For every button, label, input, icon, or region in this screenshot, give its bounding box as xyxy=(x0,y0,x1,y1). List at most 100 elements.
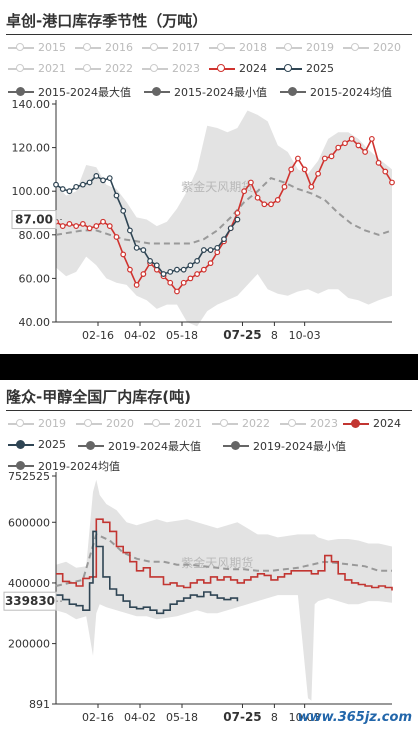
x-tick-label: 04-02 xyxy=(124,329,156,342)
legend-item[interactable]: 2024 xyxy=(209,62,267,75)
legend-item[interactable]: 2019 xyxy=(8,417,66,430)
legend-item[interactable]: 2019-2024均值 xyxy=(8,458,120,474)
legend-marker-icon xyxy=(343,418,369,429)
series-point xyxy=(194,271,201,277)
site-watermark: www.365jz.com xyxy=(297,710,412,725)
pointer-badge xyxy=(3,591,57,611)
series-point xyxy=(342,140,348,147)
chart-plot: 140.00 120.00 100.00 80.00 60.00 40.00 02-16 04… xyxy=(11,98,395,342)
series-point xyxy=(268,201,274,208)
series-point xyxy=(100,218,106,225)
legend-item[interactable]: 2019 xyxy=(276,41,334,54)
y-tick-label: 120.00 xyxy=(12,142,51,155)
legend-item[interactable]: 2015-2024均值 xyxy=(280,84,392,100)
series-point xyxy=(254,194,261,201)
legend-label: 2016 xyxy=(105,41,133,54)
x-tick-label: 04-02 xyxy=(124,711,156,724)
legend-marker-icon xyxy=(280,418,306,429)
legend-label: 2022 xyxy=(105,62,133,75)
series-point xyxy=(362,149,369,155)
x-tick-label: 02-16 xyxy=(82,329,114,342)
legend-marker-icon xyxy=(142,63,168,74)
series-point xyxy=(73,223,80,229)
legend-marker-icon xyxy=(280,87,306,97)
legend-label: 2015-2024最大值 xyxy=(38,86,131,99)
legend-marker-icon xyxy=(209,63,235,74)
legend-item[interactable]: 2022 xyxy=(212,417,270,430)
legend-label: 2021 xyxy=(38,62,66,75)
series-point xyxy=(207,247,214,253)
legend-marker-icon xyxy=(8,439,34,450)
legend-marker-icon xyxy=(276,42,302,53)
series-point xyxy=(180,279,187,286)
legend-item[interactable]: 2019-2024最大值 xyxy=(78,438,201,454)
legend-item[interactable]: 2023 xyxy=(142,62,200,75)
series-point xyxy=(66,220,73,227)
series-point xyxy=(187,262,194,269)
series-point xyxy=(113,234,120,240)
series-point xyxy=(120,207,127,214)
series-point xyxy=(59,223,66,229)
legend-label: 2020 xyxy=(106,417,134,430)
chart-panel-port-inventory: 卓创-港口库存季节性（万吨） 2015 2016 2017 2018 2019 2020 2… xyxy=(0,0,418,354)
legend-label: 2017 xyxy=(172,41,200,54)
legend-item[interactable]: 2019-2024最小值 xyxy=(223,438,346,454)
series-point xyxy=(59,186,66,192)
series-point xyxy=(187,275,194,282)
y-tick-label: 752525 xyxy=(8,470,50,483)
x-tick-label: 8 xyxy=(271,711,278,724)
series-point xyxy=(281,183,288,190)
series-point xyxy=(241,188,248,195)
y-tick-label: 60.00 xyxy=(19,272,51,285)
legend-item[interactable]: 2020 xyxy=(76,417,134,430)
legend-marker-icon xyxy=(209,42,235,53)
series-point xyxy=(127,266,133,273)
range-band xyxy=(56,479,392,701)
x-tick-label: 10-03 xyxy=(289,711,321,724)
legend-item[interactable]: 2016 xyxy=(75,41,133,54)
legend-item[interactable]: 2023 xyxy=(280,417,338,430)
title-divider xyxy=(6,410,412,411)
legend-item[interactable]: 2020 xyxy=(343,41,401,54)
legend-item[interactable]: 2024 xyxy=(343,417,401,430)
legend-item[interactable]: 2021 xyxy=(8,62,66,75)
series-point xyxy=(328,153,335,160)
legend-marker-icon xyxy=(75,63,101,74)
series-line xyxy=(55,174,239,275)
series-point xyxy=(234,210,241,216)
legend-label: 2019-2024均值 xyxy=(38,460,120,473)
legend-item[interactable]: 2015 xyxy=(8,41,66,54)
y-tick-label: 200000 xyxy=(8,638,50,651)
legend-label: 2021 xyxy=(174,417,202,430)
series-point xyxy=(73,183,80,190)
legend-marker-icon xyxy=(8,461,34,471)
y-tick-label: 600000 xyxy=(8,516,50,529)
legend-item[interactable]: 2025 xyxy=(8,438,66,451)
series-point xyxy=(274,197,281,203)
x-tick-label: 05-18 xyxy=(166,329,198,342)
legend-label: 2019 xyxy=(38,417,66,430)
legend-label: 2019 xyxy=(306,41,334,54)
series-point xyxy=(221,236,227,243)
legend-item[interactable]: 2017 xyxy=(142,41,200,54)
series-line xyxy=(55,176,393,245)
series-line xyxy=(55,533,392,587)
series-point xyxy=(147,258,153,264)
series-point xyxy=(301,166,308,173)
legend-item[interactable]: 2018 xyxy=(209,41,267,54)
legend-item[interactable]: 2025 xyxy=(276,62,334,75)
legend-item[interactable]: 2015-2024最小值 xyxy=(144,84,267,100)
series-point xyxy=(321,155,328,162)
series-point xyxy=(86,179,93,186)
legend-item[interactable]: 2022 xyxy=(75,62,133,75)
legend-item[interactable]: 2021 xyxy=(144,417,202,430)
series-point xyxy=(120,251,127,258)
legend-item[interactable]: 2015-2024最大值 xyxy=(8,84,131,100)
chart-legend: 2015 2016 2017 2018 2019 2020 2021 2022 2023 2024… xyxy=(8,38,418,100)
series-point xyxy=(140,247,147,253)
legend-label: 2025 xyxy=(306,62,334,75)
series-point xyxy=(200,266,207,273)
y-tick-label: 400000 xyxy=(8,577,50,590)
chart-title: 卓创-港口库存季节性（万吨） xyxy=(6,12,208,30)
y-tick-label: 100.00 xyxy=(12,185,51,198)
